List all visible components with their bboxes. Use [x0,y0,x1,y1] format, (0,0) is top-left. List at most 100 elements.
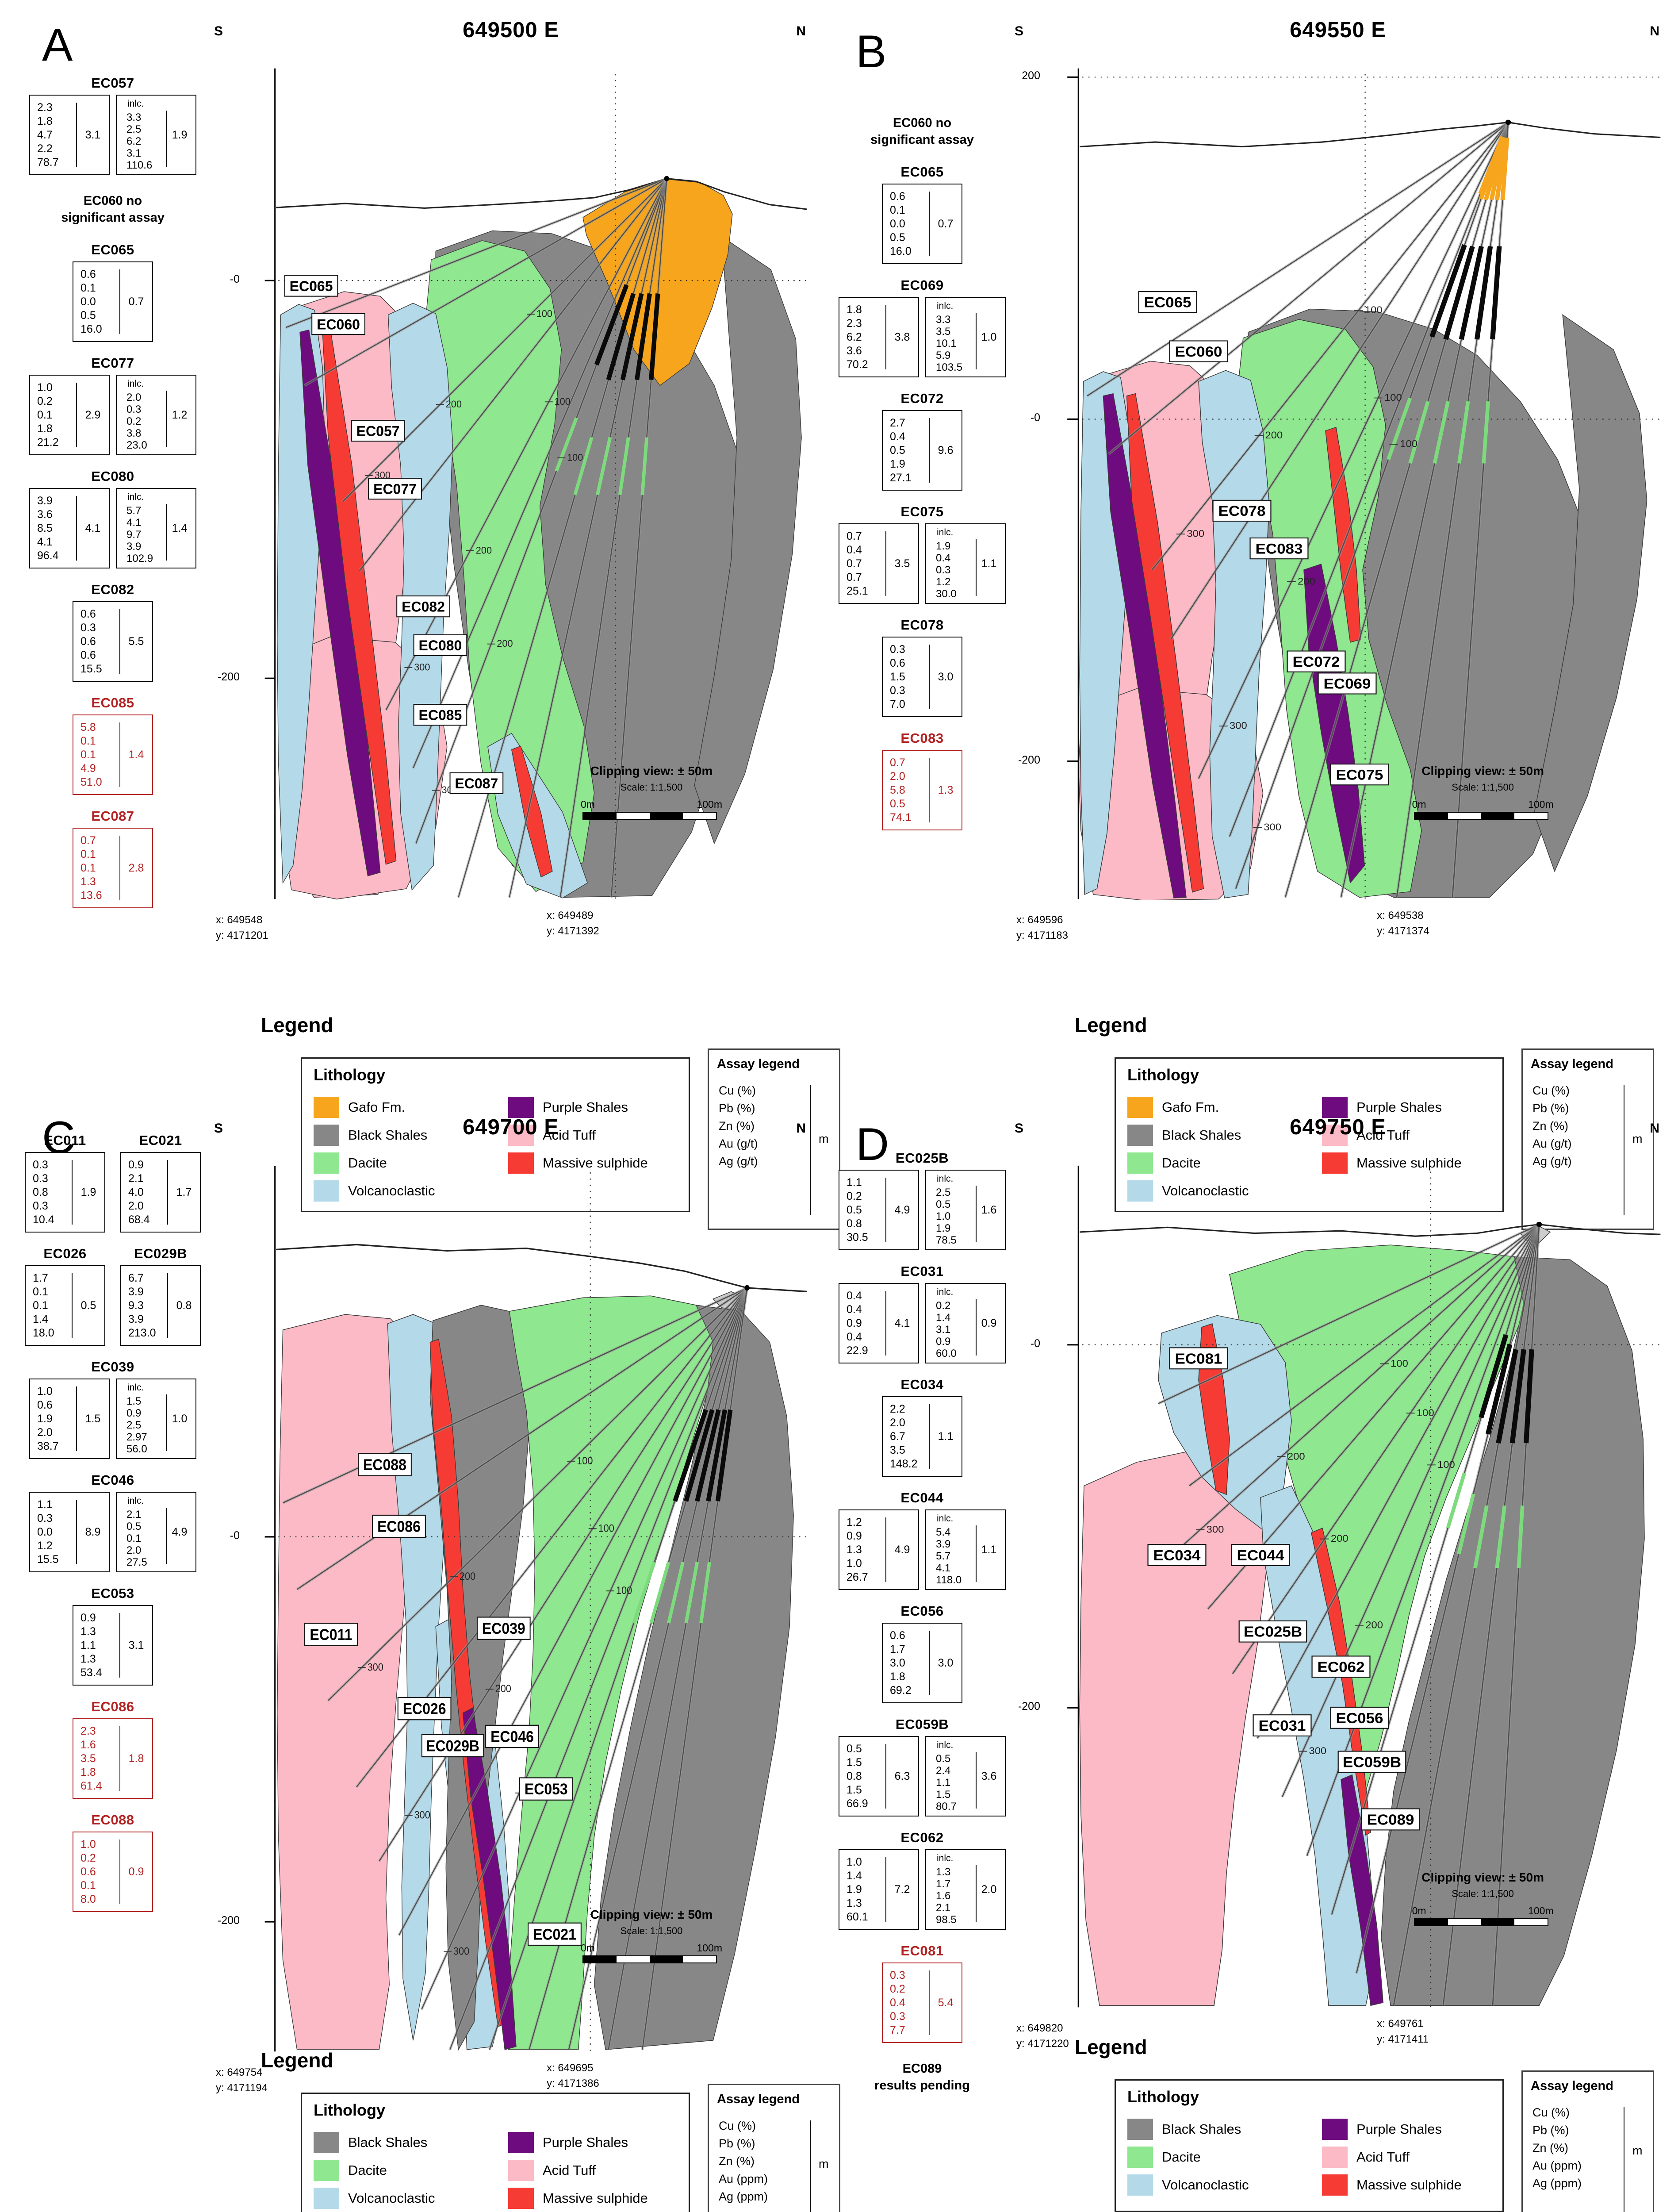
assay-note-line: EC089 [902,2062,942,2076]
section-coords-left: x: 649754 y: 4171194 [216,2065,268,2096]
assay-value: 21.2 [37,436,59,449]
assay-box-divider [976,1865,977,1922]
scalebar-cell [683,813,716,819]
scalebar-start-label: 0m [581,799,595,810]
lithology-label: Massive sulphide [543,1155,648,1171]
elevation-label: -200 [217,671,240,684]
section-title: 649500 E [463,18,559,42]
assay-value: 0.0 [80,296,96,308]
assay-value: 0.9 [80,1612,96,1624]
assay-value: 1.0 [936,1210,951,1222]
cross-section-svg: 100200300100200300100200300EC065EC060EC0… [1067,68,1661,900]
assay-legend-unit: m [1632,1132,1643,1145]
assay-value: 53.4 [80,1667,102,1679]
assay-hole-name: EC011 [44,1133,86,1148]
lithology-item: Gafo Fm. [1127,1097,1303,1118]
depth-mark-label: 100 [577,1455,593,1467]
assay-value: 2.0 [37,1426,53,1439]
assay-boxes: 0.3 0.3 0.8 0.3 10.4 1.9 [25,1152,105,1233]
lithology-label: Black Shales [348,2135,428,2150]
assay-box-values: 3.3 3.5 10.1 5.9 103.5 [936,314,962,373]
drillhole-label-box [351,419,405,442]
assay-box: 0.9 1.3 1.1 1.3 53.4 3.1 [73,1605,153,1686]
assay-box-interval: 1.5 [85,1412,101,1425]
assay-value: 0.1 [80,862,96,875]
clipping-view-label: Clipping view: ± 50m [1421,764,1544,778]
assay-box-interval: 3.0 [938,1656,954,1669]
lithology-item: Massive sulphide [1322,1152,1497,1174]
assay-value: 1.0 [847,1856,862,1868]
assay-box-divider [885,1178,886,1242]
lithology-swatch-dacite [1127,1152,1153,1174]
assay-value: 0.7 [847,571,862,584]
lithology-swatch-volcanoclastic [1127,2174,1153,2196]
depth-mark-label: 300 [414,1809,430,1820]
intercept-gafo [1500,138,1509,200]
assay-value: 0.1 [33,1299,48,1312]
intercept-black-shale [606,293,636,381]
drillhole-label: EC083 [1256,541,1303,557]
assay-box-divider [119,1726,120,1791]
assay-box: 2.7 0.4 0.5 1.9 27.1 9.6 [882,410,962,491]
assay-box-values: 0.6 0.3 0.6 0.6 15.5 [80,607,102,676]
assay-box-divider [167,1273,168,1338]
assay-value: 0.7 [890,757,905,769]
assay-entry-EC078: EC078 0.3 0.6 1.5 0.3 7.0 3.0 [882,617,962,718]
assay-hole-name: EC025B [895,1150,949,1166]
assay-boxes: 0.6 1.7 3.0 1.8 69.2 3.0 [882,1623,962,1703]
intercept-dacite [640,437,649,495]
assay-box-values: 2.3 1.6 3.5 1.8 61.4 [80,1724,102,1793]
panel-letter-A: A [42,19,73,71]
assay-value: 23.0 [126,439,147,452]
assay-hole-name: EC087 [91,808,134,824]
assay-box-interval: 1.0 [981,330,997,343]
drillhole-label-box [519,1777,573,1801]
intercept-dacite [1482,401,1490,464]
assay-box-interval: 3.0 [938,670,954,683]
assay-value: 1.6 [936,1890,951,1902]
legend-title: Legend [1075,2035,1147,2058]
drillhole-label: EC029B [426,1738,479,1755]
assay-value: 27.1 [890,472,912,484]
assay-entry-EC046: EC046 1.1 0.3 0.0 1.2 15.5 8.9 inlc. 2.1 0.5 0.1 2.… [29,1472,196,1572]
lithology-label: Volcanoclastic [1162,1183,1249,1198]
assay-value: 110.6 [126,159,153,171]
assay-box: 0.3 0.3 0.8 0.3 10.4 1.9 [25,1152,105,1233]
assay-box: inlc. 0.5 2.4 1.1 1.5 80.7 3.6 [925,1736,1006,1816]
orientation-label-south: S [214,24,223,38]
depth-mark-label: 100 [536,308,552,319]
assay-entry-EC077: EC077 1.0 0.2 0.1 1.8 21.2 2.9 inlc. 2.0 0.3 0.2 3.… [29,355,196,456]
drillhole-label-box [284,275,338,297]
section-title: 649700 E [463,1115,559,1139]
assay-box-divider [72,1273,73,1338]
assay-box-divider [119,269,120,334]
assay-value: 0.7 [847,557,862,570]
depth-mark-label: 100 [598,1522,614,1534]
assay-value: 74.1 [890,811,912,824]
assay-box-divider [885,1744,886,1809]
assay-box-values: 3.9 3.6 8.5 4.1 96.4 [37,494,59,563]
assay-box-interval: 1.4 [172,522,188,534]
surface-topography-line [276,178,808,210]
assay-box-interval: 4.1 [85,522,101,534]
assay-hole-name: EC065 [900,164,944,180]
assay-box-interval: 0.7 [938,217,954,230]
assay-boxes: 1.0 1.4 1.9 1.3 60.1 7.2 inlc. 1.3 1.7 1.6 2.1 98.5… [839,1849,1006,1930]
lithology-label: Volcanoclastic [348,2190,435,2206]
assay-hole-name: EC026 [43,1246,87,1261]
assay-legend-title: Assay legend [1531,1057,1613,1071]
intercept-dacite [1473,1505,1489,1569]
intercept-black-shale [634,293,652,380]
lithology-swatch-gafo-fm- [314,1097,339,1118]
assay-value: 60.0 [936,1348,957,1359]
assay-value: 56.0 [126,1443,147,1455]
assay-value: 3.5 [80,1752,96,1765]
assay-value: 3.3 [936,314,951,326]
drillhole-label: EC069 [1324,676,1371,692]
assay-hole-name: EC085 [91,695,134,711]
assay-value: 1.5 [847,1756,862,1769]
assay-box-values: 0.4 0.4 0.9 0.4 22.9 [847,1289,868,1358]
coord-y: y: 4171392 [547,925,599,937]
lithology-label: Dacite [348,1155,387,1171]
drillhole-label: EC057 [356,423,400,439]
